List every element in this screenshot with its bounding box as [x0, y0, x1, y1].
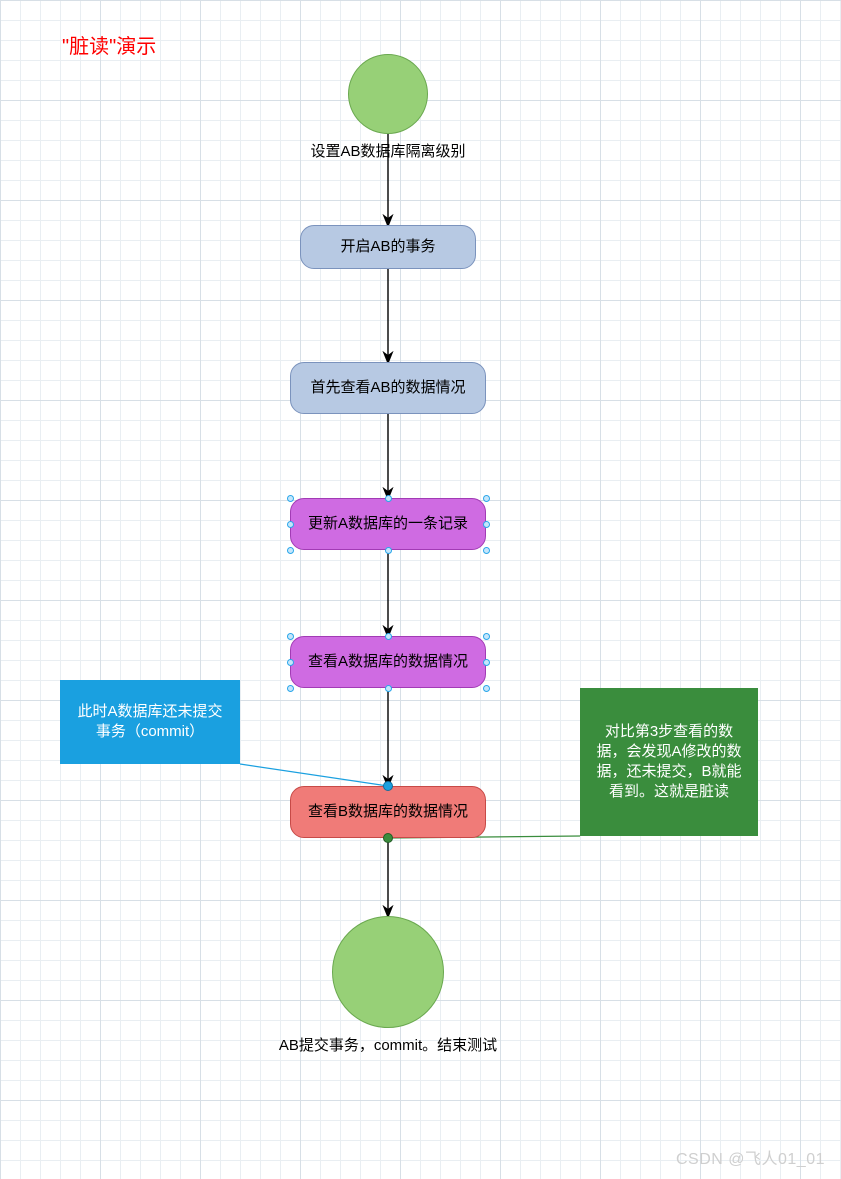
selection-handle[interactable] [287, 547, 294, 554]
node-n5-text: 查看B数据库的数据情况 [308, 802, 468, 822]
node-n1[interactable]: 开启AB的事务 [300, 225, 476, 269]
selection-handle[interactable] [385, 633, 392, 640]
node-n2-text: 首先查看AB的数据情况 [310, 378, 465, 398]
node-start-label: 设置AB数据库隔离级别 [228, 140, 548, 161]
node-n3[interactable]: 更新A数据库的一条记录 [290, 498, 486, 550]
node-end-label: AB提交事务，commit。结束测试 [228, 1034, 548, 1055]
node-start[interactable] [348, 54, 428, 134]
selection-handle[interactable] [483, 521, 490, 528]
node-n4-text: 查看A数据库的数据情况 [308, 652, 468, 672]
flowchart-canvas: "脏读"演示设置AB数据库隔离级别开启AB的事务首先查看AB的数据情况更新A数据… [0, 0, 841, 1179]
node-n2[interactable]: 首先查看AB的数据情况 [290, 362, 486, 414]
selection-handle[interactable] [483, 659, 490, 666]
annotation-right-text: 对比第3步查看的数据，会发现A修改的数据，还未提交，B就能看到。这就是脏读 [591, 722, 747, 803]
selection-handle[interactable] [385, 547, 392, 554]
selection-handle[interactable] [287, 495, 294, 502]
selection-handle[interactable] [287, 521, 294, 528]
selection-handle[interactable] [385, 495, 392, 502]
selection-handle[interactable] [287, 633, 294, 640]
selection-handle[interactable] [483, 685, 490, 692]
node-n1-text: 开启AB的事务 [340, 237, 435, 257]
selection-handle[interactable] [483, 495, 490, 502]
conn-handle-top[interactable] [383, 781, 393, 791]
annotation-left-text: 此时A数据库还未提交事务（commit） [71, 702, 229, 743]
watermark: CSDN @飞人01_01 [676, 1145, 825, 1169]
annotation-right[interactable]: 对比第3步查看的数据，会发现A修改的数据，还未提交，B就能看到。这就是脏读 [580, 688, 758, 836]
node-n4[interactable]: 查看A数据库的数据情况 [290, 636, 486, 688]
node-n5[interactable]: 查看B数据库的数据情况 [290, 786, 486, 838]
selection-handle[interactable] [287, 685, 294, 692]
annotation-left[interactable]: 此时A数据库还未提交事务（commit） [60, 680, 240, 764]
selection-handle[interactable] [483, 547, 490, 554]
selection-handle[interactable] [287, 659, 294, 666]
node-n3-text: 更新A数据库的一条记录 [308, 514, 468, 534]
conn-handle-bottom[interactable] [383, 833, 393, 843]
diagram-title: "脏读"演示 [62, 30, 156, 59]
selection-handle[interactable] [483, 633, 490, 640]
selection-handle[interactable] [385, 685, 392, 692]
node-end[interactable] [332, 916, 444, 1028]
